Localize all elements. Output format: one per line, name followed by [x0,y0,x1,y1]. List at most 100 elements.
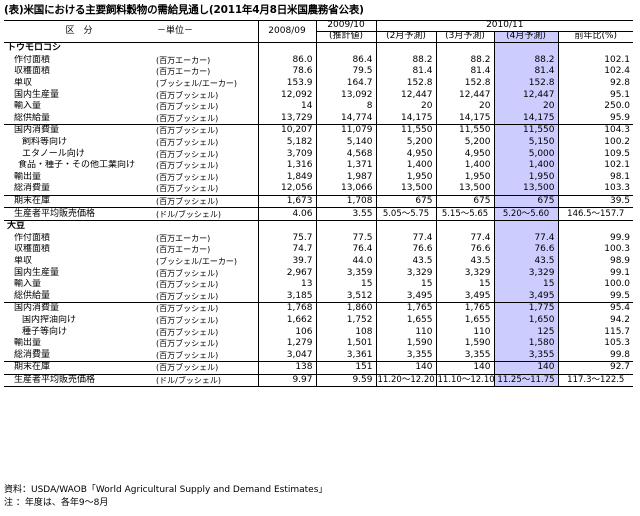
row-label: 輸出量 [14,338,42,349]
value-cell: 39.5 [557,195,634,208]
value-cell: 1,655 [435,314,494,327]
value-cell: 102.1 [557,54,634,67]
value-cell: 2,967 [257,267,316,279]
value-cell: 95.4 [557,302,634,315]
empty-cell [493,220,558,233]
row-unit: (百万ブッシェル) [156,327,219,337]
value-cell: 110 [435,326,494,338]
table-row: 総消費量 (百万ブッシェル) 12,056 13,066 13,500 13,500 13,… [4,183,634,196]
value-cell: 140 [493,361,558,375]
value-cell: 675 [493,195,558,208]
value-cell: 11,550 [435,124,494,137]
value-cell: 14,175 [435,112,494,125]
empty-cell [257,220,316,233]
value-cell: 675 [375,195,436,208]
value-cell: 77.4 [435,232,494,245]
value-cell: 20 [435,100,494,113]
value-cell: 13,092 [315,89,376,101]
value-cell: 3,355 [435,349,494,362]
row-unit: (百万ブッシェル) [156,304,219,314]
table-title: (表)米国における主要飼料穀物の需給見通し(2011年4月8日米国農務省公表) [4,4,364,16]
row-unit: (ドル/ブッシェル) [156,209,221,219]
row-unit: (百万ブッシェル) [156,350,219,360]
supply-demand-table: 区 分 －単位－ 2008/09 2009/10 2010/11 (推計値) (… [4,20,634,387]
value-cell: 99.9 [557,232,634,245]
row-label: 食品・種子・その他工業向け [18,160,136,171]
value-cell: 77.4 [375,232,436,245]
value-cell: 12,092 [257,89,316,101]
table-row: 国内搾油向け (百万ブッシェル) 1,662 1,752 1,655 1,655 1,650… [4,314,634,327]
row-unit: (百万ブッシェル) [156,126,219,136]
row-label: 作付面積 [14,232,51,243]
value-cell: 1,662 [257,314,316,327]
value-cell: 1,371 [315,159,376,172]
value-cell: 164.7 [315,77,376,90]
value-cell: 1,950 [435,171,494,184]
table-row: 国内生産量 (百万ブッシェル) 2,967 3,359 3,329 3,329 3,329 9… [4,267,634,279]
value-cell: 3,359 [315,267,376,279]
section-name: トウモロコシ [7,43,62,54]
header-sub-apr: (4月予測) [493,31,558,43]
empty-cell [257,42,316,55]
value-cell: 12,447 [493,89,558,101]
value-cell: 79.5 [315,66,376,78]
value-cell: 146.5～157.7 [557,207,634,221]
value-cell: 3,329 [435,267,494,279]
row-unit: (百万ブッシェル) [156,280,219,290]
value-cell: 3,495 [435,290,494,303]
value-cell: 1,708 [315,195,376,208]
value-cell: 86.4 [315,54,376,67]
row-unit: (百万エーカー) [156,67,211,77]
value-cell: 102.4 [557,66,634,78]
row-label: 飼料等向け [22,137,68,148]
header-sub-mar: (3月予測) [435,31,494,43]
row-label: 生産者平均販売価格 [14,208,96,219]
value-cell: 5.15～5.65 [435,207,494,221]
empty-cell [375,220,436,233]
row-label: 生産者平均販売価格 [14,374,96,385]
value-cell: 12,447 [435,89,494,101]
row-unit: (百万ブッシェル) [156,268,219,278]
table-row: 国内生産量 (百万ブッシェル) 12,092 13,092 12,447 12,447 12… [4,89,634,101]
value-cell: 3,495 [493,290,558,303]
value-cell: 98.1 [557,171,634,184]
value-cell: 3,512 [315,290,376,303]
header-unit: －単位－ [154,20,258,43]
value-cell: 5,150 [493,136,558,149]
row-unit: (ブッシェル/エーカー) [156,256,237,266]
row-unit: (百万エーカー) [156,233,211,243]
value-cell: 77.4 [493,232,558,245]
value-cell: 77.5 [315,232,376,245]
table-row: 種子等向け (百万ブッシェル) 106 108 110 110 125 115.7 [4,326,634,338]
value-cell: 100.2 [557,136,634,149]
value-cell: 78.6 [257,66,316,78]
empty-cell [315,220,376,233]
table-row: 輸出量 (百万ブッシェル) 1,849 1,987 1,950 1,950 1,950 98.… [4,171,634,184]
empty-cell [557,220,634,233]
row-unit: (百万エーカー) [156,55,211,65]
row-label: 国内消費量 [14,303,60,314]
value-cell: 1,752 [315,314,376,327]
value-cell: 12,056 [257,183,316,196]
row-label: 単収 [14,255,33,266]
row-label: 総供給量 [14,290,51,301]
value-cell: 74.7 [257,244,316,256]
value-cell: 15 [493,278,558,291]
value-cell: 102.1 [557,159,634,172]
value-cell: 92.7 [557,361,634,375]
value-cell: 14,175 [375,112,436,125]
value-cell: 81.4 [375,66,436,78]
row-unit: (百万ブッシェル) [156,113,219,123]
value-cell: 75.7 [257,232,316,245]
row-unit: (ドル/ブッシェル) [156,375,221,385]
value-cell: 108 [315,326,376,338]
value-cell: 5,182 [257,136,316,149]
header-sub-estimate: (推計値) [315,31,376,43]
value-cell: 99.8 [557,349,634,362]
row-unit: (百万エーカー) [156,245,211,255]
value-cell: 81.4 [493,66,558,78]
value-cell: 140 [435,361,494,375]
value-cell: 11.10～12.10 [435,374,494,387]
value-cell: 76.4 [315,244,376,256]
